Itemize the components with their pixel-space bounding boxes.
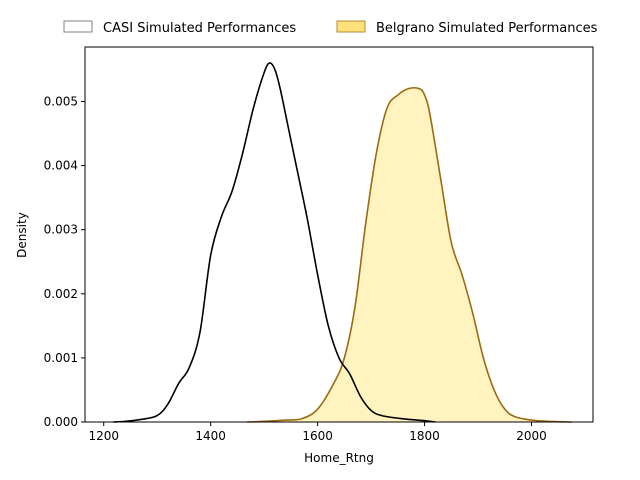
- y-tick-label: 0.005: [44, 94, 78, 108]
- series-belgrano: [246, 87, 572, 423]
- y-tick-label: 0.004: [44, 159, 78, 173]
- y-tick-label: 0.003: [44, 223, 78, 237]
- legend: CASI Simulated Performances Belgrano Sim…: [63, 20, 598, 36]
- x-tick-label: 2000: [516, 429, 547, 443]
- casi-density-line: [113, 62, 436, 423]
- legend-label-belgrano: Belgrano Simulated Performances: [376, 21, 598, 36]
- legend-swatch-casi: [63, 20, 93, 33]
- x-axis-label: Home_Rtng: [304, 451, 374, 465]
- plot-frame: [84, 46, 594, 423]
- y-tick-label: 0.001: [44, 351, 78, 365]
- legend-label-casi: CASI Simulated Performances: [103, 21, 296, 36]
- x-tick-label: 1600: [302, 429, 333, 443]
- belgrano-density-fill: [247, 87, 572, 423]
- x-tick-label: 1800: [409, 429, 440, 443]
- y-axis: 0.000 0.001 0.002 0.003 0.004 0.005: [44, 94, 85, 429]
- y-tick-label: 0.000: [44, 415, 78, 429]
- series-casi: [113, 62, 436, 423]
- plot-area: 1200 1400 1600 1800 2000 0.0000.0010.0020.00…: [44, 46, 594, 443]
- x-tick-label: 1400: [195, 429, 226, 443]
- x-axis: 1200 1400 1600 1800 2000: [88, 422, 547, 443]
- legend-swatch-belgrano: [336, 20, 366, 33]
- y-tick-label: 0.002: [44, 287, 78, 301]
- x-tick-label: 1200: [88, 429, 119, 443]
- y-axis-label: Density: [15, 212, 29, 258]
- belgrano-density-line: [246, 87, 572, 423]
